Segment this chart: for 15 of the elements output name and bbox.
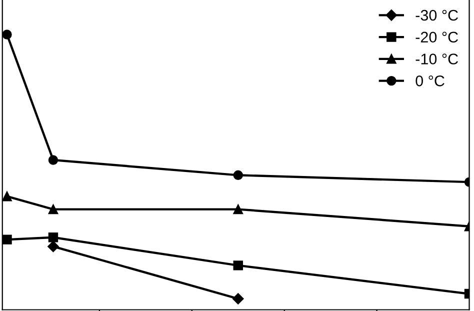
legend-label: 0 °C <box>416 75 444 86</box>
point <box>48 204 58 214</box>
point <box>233 170 243 180</box>
legend-label: -30 °C <box>416 10 458 21</box>
point <box>2 192 12 202</box>
point <box>48 155 58 165</box>
legend-label: -20 °C <box>416 32 458 43</box>
legend-label: -10 °C <box>416 54 458 64</box>
point <box>48 240 59 252</box>
point <box>233 204 243 214</box>
point <box>48 232 58 242</box>
point <box>2 234 12 244</box>
point <box>2 30 12 40</box>
point <box>232 293 244 304</box>
point <box>233 260 243 270</box>
